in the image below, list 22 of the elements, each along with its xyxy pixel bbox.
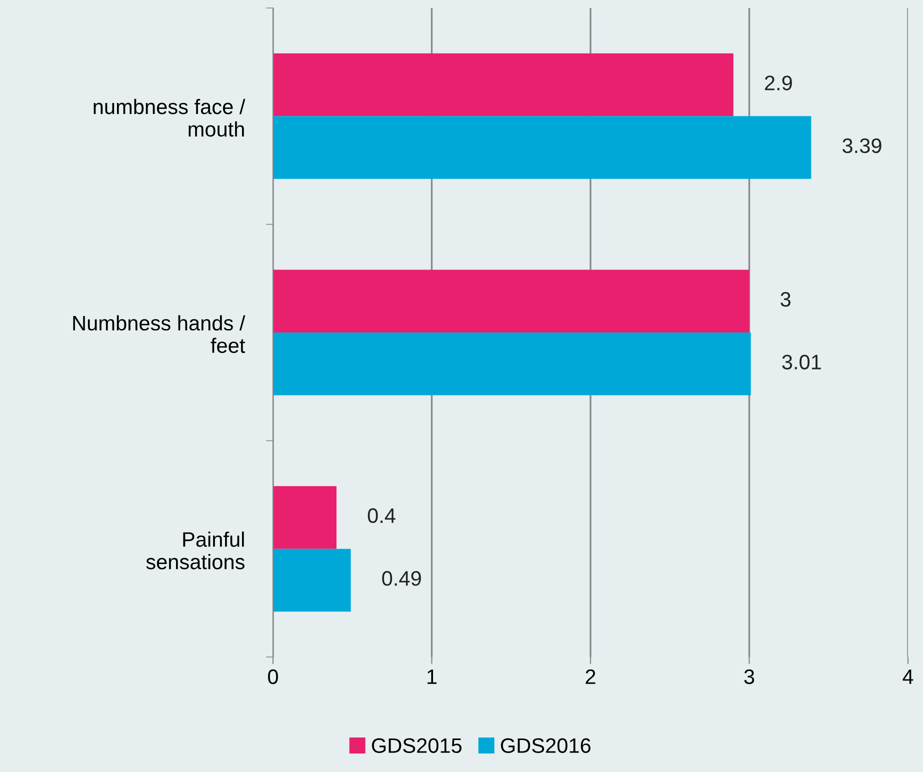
x-tick-label: 3 <box>744 669 754 684</box>
data-label: 0.4 <box>368 508 396 524</box>
y-tick-label: Painful sensations <box>146 532 244 570</box>
data-label: 3.01 <box>782 354 821 370</box>
bar <box>273 116 812 179</box>
bar <box>273 332 751 396</box>
bar <box>273 53 734 116</box>
bar <box>273 548 351 612</box>
legend-label: GDS2016 <box>500 738 590 753</box>
bar <box>273 270 750 332</box>
y-tick-label: Numbness hands / feet <box>73 315 246 353</box>
x-tick-label: 1 <box>428 670 437 684</box>
data-label: 3.39 <box>842 138 882 154</box>
data-label: 3 <box>780 292 790 307</box>
x-tick-label: 4 <box>902 670 914 684</box>
x-tick-label: 0 <box>268 669 278 684</box>
data-label: 0.49 <box>382 571 421 586</box>
bar <box>273 486 336 549</box>
data-label: 2.9 <box>764 76 792 90</box>
x-tick-label: 2 <box>586 669 596 684</box>
y-tick-label: numbness face / mouth <box>94 98 246 137</box>
legend-label: GDS2015 <box>372 738 462 753</box>
